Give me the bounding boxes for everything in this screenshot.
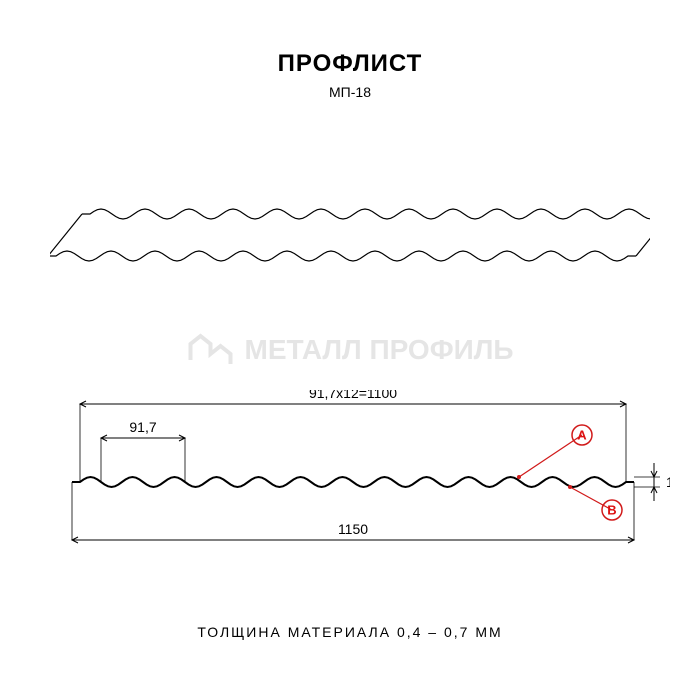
- svg-text:B: B: [607, 503, 616, 518]
- isometric-view: [50, 160, 650, 275]
- svg-text:1150: 1150: [338, 521, 368, 537]
- watermark-logo-icon: [187, 330, 233, 370]
- cross-section: 91,7х12=1100 91,7 1150 18 A B: [30, 390, 670, 565]
- marker-A: A: [517, 425, 592, 479]
- dim-bottom: 1150: [72, 482, 634, 543]
- isometric-svg: [50, 160, 650, 270]
- section-svg: 91,7х12=1100 91,7 1150 18 A B: [30, 390, 670, 560]
- svg-text:91,7: 91,7: [129, 419, 156, 435]
- svg-text:A: A: [577, 428, 587, 443]
- dim-height: 18: [634, 463, 670, 501]
- dim-top: 91,7х12=1100: [80, 390, 626, 482]
- svg-text:91,7х12=1100: 91,7х12=1100: [309, 390, 397, 401]
- watermark: МЕТАЛЛ ПРОФИЛЬ: [187, 330, 514, 370]
- marker-B: B: [568, 485, 622, 520]
- dim-pitch: 91,7: [101, 419, 185, 482]
- watermark-text: МЕТАЛЛ ПРОФИЛЬ: [245, 334, 514, 366]
- profile-wave: [72, 477, 634, 487]
- svg-text:18: 18: [666, 474, 670, 490]
- page-title: ПРОФЛИСТ: [0, 50, 700, 78]
- material-thickness-note: ТОЛЩИНА МАТЕРИАЛА 0,4 – 0,7 ММ: [0, 624, 700, 640]
- page-subtitle: МП-18: [0, 84, 700, 100]
